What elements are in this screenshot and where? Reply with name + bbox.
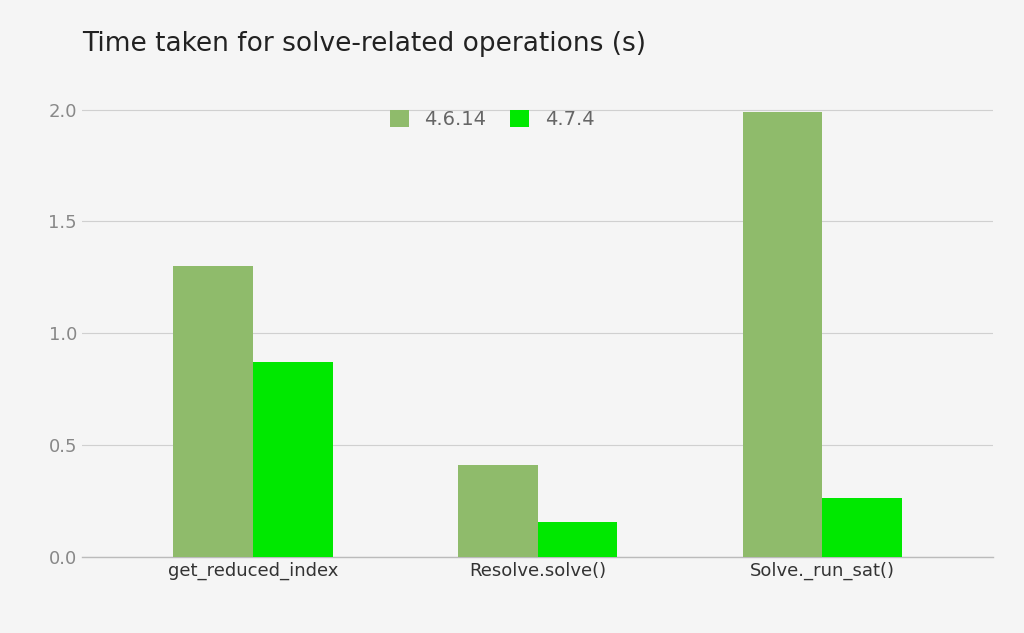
- Bar: [458, 465, 538, 557]
- Bar: [538, 522, 617, 557]
- Bar: [253, 362, 333, 557]
- Bar: [822, 498, 902, 557]
- Legend: 4.6.14, 4.7.4: 4.6.14, 4.7.4: [380, 100, 604, 139]
- Text: Time taken for solve-related operations (s): Time taken for solve-related operations …: [82, 31, 646, 57]
- Bar: [742, 112, 822, 557]
- Bar: [173, 266, 253, 557]
